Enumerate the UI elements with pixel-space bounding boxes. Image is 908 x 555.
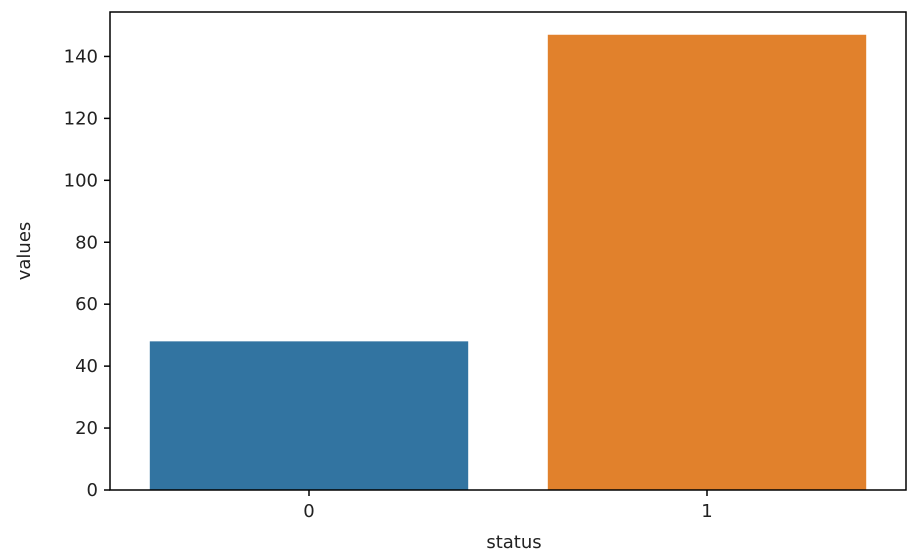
bars-group (149, 34, 867, 491)
y-tick-label: 40 (75, 356, 98, 377)
y-tick-label: 100 (64, 170, 98, 191)
y-tick-label: 140 (64, 46, 98, 67)
y-axis-label: values (14, 222, 35, 281)
x-tick-label: 0 (303, 501, 314, 522)
bar-1 (547, 34, 867, 491)
bar-0 (149, 341, 469, 490)
x-axis-label: status (486, 532, 541, 553)
y-tick-label: 80 (75, 232, 98, 253)
y-axis-ticks: 0 20 40 60 80 100 120 140 (64, 46, 110, 501)
y-tick-label: 60 (75, 294, 98, 315)
y-tick-label: 0 (87, 480, 98, 501)
x-tick-label: 1 (701, 501, 712, 522)
plot-frame (109, 11, 907, 491)
y-tick-label: 120 (64, 108, 98, 129)
y-tick-label: 20 (75, 418, 98, 439)
